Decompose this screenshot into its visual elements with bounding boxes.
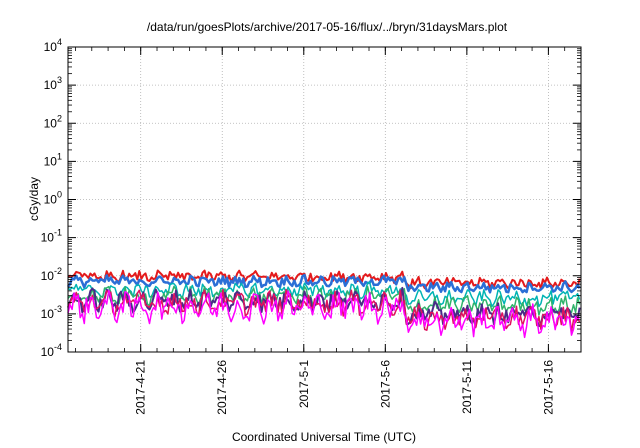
- y-tick-exponent: 1: [57, 151, 62, 161]
- x-axis: 2017-4-21 2017-4-26 2017-5-1 2017-5-6 2017-5…: [75, 47, 566, 415]
- y-tick-base: 10: [41, 345, 55, 359]
- y-axis-title: cGy/day: [27, 177, 41, 221]
- y-tick-label: 102: [44, 113, 62, 130]
- x-tick-label: 2017-5-16: [541, 360, 555, 415]
- y-tick-label: 103: [44, 75, 62, 92]
- y-tick-exponent: 2: [57, 113, 62, 123]
- x-tick-label: 2017-5-1: [297, 360, 311, 408]
- y-tick-base: 10: [41, 231, 55, 245]
- series-line: [67, 289, 581, 339]
- x-tick-label: 2017-4-26: [215, 360, 229, 415]
- x-tick-label: 2017-5-11: [460, 360, 474, 414]
- y-tick-label: 100: [44, 190, 62, 207]
- y-tick-exponent: 4: [57, 37, 62, 47]
- y-tick-exponent: -4: [54, 342, 62, 352]
- series-line: [67, 281, 581, 308]
- y-tick-exponent: -3: [54, 304, 62, 314]
- x-tick-label: 2017-4-21: [134, 360, 148, 415]
- y-tick-exponent: -1: [54, 228, 62, 238]
- y-tick-base: 10: [41, 307, 55, 321]
- series-lines: [67, 269, 581, 339]
- y-tick-label: 10-1: [41, 228, 62, 245]
- series-line: [67, 273, 581, 294]
- y-tick-base: 10: [41, 269, 55, 283]
- y-tick-exponent: 0: [57, 190, 62, 200]
- y-tick-label: 10-3: [41, 304, 62, 321]
- y-tick-base: 10: [44, 154, 58, 168]
- y-tick-exponent: -2: [54, 266, 62, 276]
- y-tick-label: 101: [44, 151, 62, 168]
- y-tick-label: 10-4: [41, 342, 62, 359]
- chart-title: /data/run/goesPlots/archive/2017-05-16/f…: [147, 20, 508, 34]
- y-tick-label: 10-2: [41, 266, 62, 283]
- series-line: [67, 288, 581, 333]
- y-tick-base: 10: [44, 193, 58, 207]
- y-tick-base: 10: [44, 116, 58, 130]
- y-tick-label: 104: [44, 37, 62, 54]
- x-axis-title: Coordinated Universal Time (UTC): [232, 430, 416, 444]
- x-tick-label: 2017-5-6: [378, 360, 392, 408]
- y-tick-exponent: 3: [57, 75, 62, 85]
- y-tick-base: 10: [44, 78, 58, 92]
- y-tick-base: 10: [44, 40, 58, 54]
